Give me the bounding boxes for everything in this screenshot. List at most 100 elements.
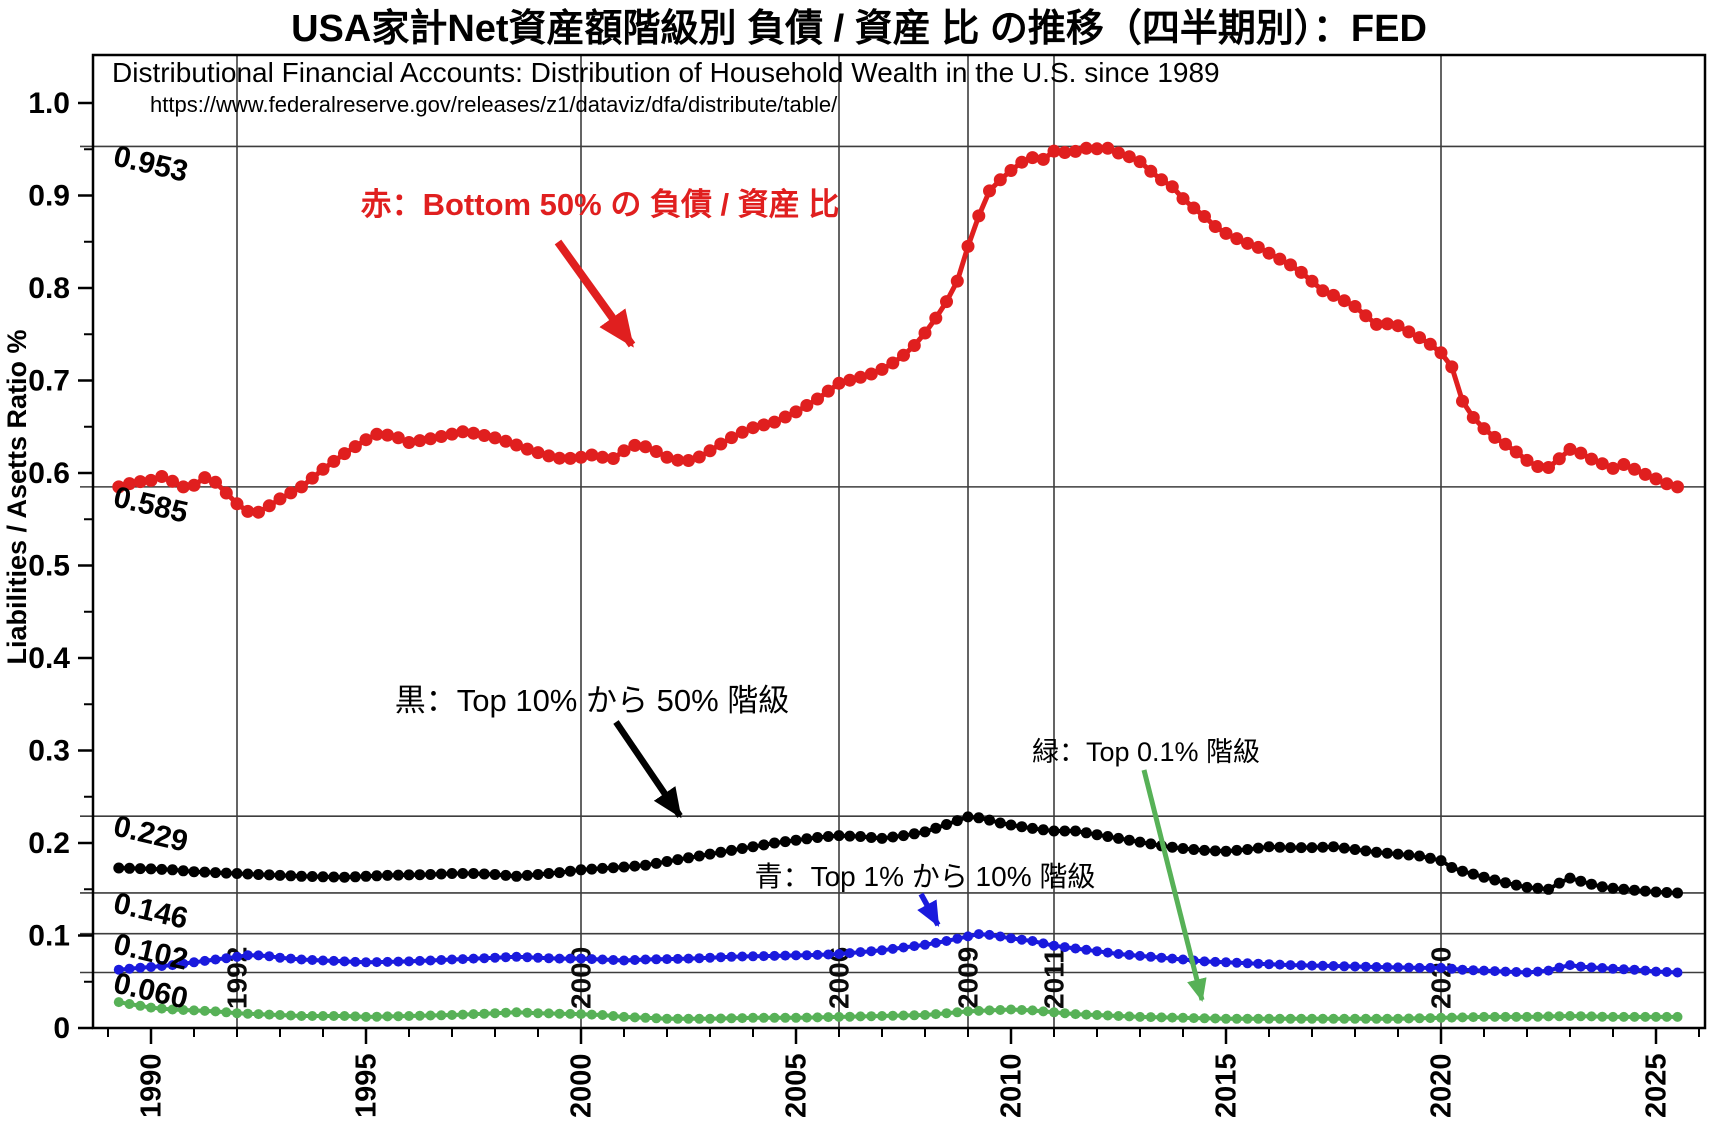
data-point xyxy=(178,1005,189,1015)
data-point xyxy=(834,949,844,959)
data-point xyxy=(1178,954,1188,965)
data-point xyxy=(221,953,232,964)
data-point xyxy=(801,1012,812,1023)
data-point xyxy=(1294,265,1308,279)
data-point xyxy=(1349,844,1361,855)
data-point xyxy=(178,958,189,969)
data-point xyxy=(995,931,1006,942)
data-point xyxy=(273,492,287,506)
data-point xyxy=(973,812,985,824)
data-point xyxy=(950,274,964,288)
data-point xyxy=(1016,934,1027,945)
data-point xyxy=(1661,1011,1672,1022)
data-point xyxy=(586,1009,597,1020)
data-point xyxy=(1360,1013,1371,1024)
data-point xyxy=(382,956,393,967)
data-point xyxy=(135,1000,146,1011)
y-tick-label: 0.7 xyxy=(28,364,70,397)
data-point xyxy=(1531,460,1545,473)
data-point xyxy=(1038,1006,1049,1017)
data-point xyxy=(844,1011,855,1022)
data-point xyxy=(1651,1011,1661,1022)
data-point xyxy=(1026,151,1039,165)
data-series xyxy=(112,141,1684,1024)
series-青 xyxy=(113,929,1683,978)
data-point xyxy=(1650,886,1662,898)
data-point xyxy=(672,953,683,964)
data-point xyxy=(662,1013,672,1024)
y-tick-label: 0.1 xyxy=(28,919,70,952)
data-point xyxy=(1165,180,1179,194)
data-point xyxy=(532,869,544,880)
data-point xyxy=(468,1009,479,1020)
data-point xyxy=(1477,422,1491,436)
data-point xyxy=(414,955,425,966)
data-point xyxy=(1090,142,1104,156)
data-point xyxy=(1554,962,1565,973)
data-point xyxy=(479,953,490,964)
data-point xyxy=(1306,842,1318,854)
data-point xyxy=(1059,942,1070,953)
red-legend-arrow xyxy=(554,239,636,348)
data-point xyxy=(1328,961,1339,971)
data-point xyxy=(424,432,437,446)
y-tick-label: 0.3 xyxy=(28,734,70,767)
data-point xyxy=(446,868,458,879)
blue-legend-label: 青：Top 1% から 10% 階級 xyxy=(755,861,1096,892)
data-point xyxy=(812,832,823,843)
data-point xyxy=(606,452,620,465)
data-point xyxy=(1328,841,1339,853)
data-point xyxy=(1575,1011,1586,1022)
data-point xyxy=(791,950,801,961)
data-point xyxy=(1145,1012,1156,1023)
data-point xyxy=(768,415,781,429)
data-point xyxy=(113,862,125,874)
x-tick-label: 2000 xyxy=(566,1053,598,1118)
data-point xyxy=(801,833,813,845)
data-point xyxy=(1004,164,1018,177)
data-point xyxy=(285,870,297,882)
data-point xyxy=(564,865,576,877)
data-point xyxy=(1640,965,1651,976)
data-point xyxy=(305,471,319,485)
data-point xyxy=(769,1012,780,1023)
data-point xyxy=(1608,1011,1618,1022)
data-point xyxy=(995,1005,1006,1015)
gridlines xyxy=(80,55,1705,1028)
data-point xyxy=(1651,966,1661,977)
data-point xyxy=(897,348,910,362)
data-point xyxy=(930,1009,941,1020)
data-point xyxy=(457,954,468,965)
data-point xyxy=(619,955,629,966)
data-point xyxy=(919,826,931,838)
data-point xyxy=(1457,865,1468,877)
data-point xyxy=(1586,878,1597,890)
data-point xyxy=(1027,1005,1038,1016)
data-point xyxy=(887,831,899,843)
data-point xyxy=(1339,961,1350,972)
data-point xyxy=(972,209,986,223)
data-point xyxy=(737,951,748,962)
data-point xyxy=(779,836,791,848)
data-point xyxy=(511,951,522,962)
data-point xyxy=(220,867,232,879)
y-tick-label: 0.2 xyxy=(28,827,70,860)
data-point xyxy=(1231,1013,1242,1024)
data-point xyxy=(1382,962,1393,973)
data-point xyxy=(145,863,157,875)
data-point xyxy=(1381,847,1393,859)
data-point xyxy=(952,1007,963,1018)
data-point xyxy=(252,505,265,519)
data-point xyxy=(1006,933,1016,944)
data-point xyxy=(414,869,426,881)
data-point xyxy=(640,1012,651,1023)
data-point xyxy=(1574,446,1588,460)
data-point xyxy=(1101,141,1115,155)
data-point xyxy=(1231,957,1242,968)
data-point xyxy=(447,1010,457,1020)
data-point xyxy=(1618,883,1630,895)
black-legend-label: 黒：Top 10% から 50% 階級 xyxy=(395,683,790,718)
data-point xyxy=(328,1011,339,1021)
data-point xyxy=(1489,966,1500,977)
